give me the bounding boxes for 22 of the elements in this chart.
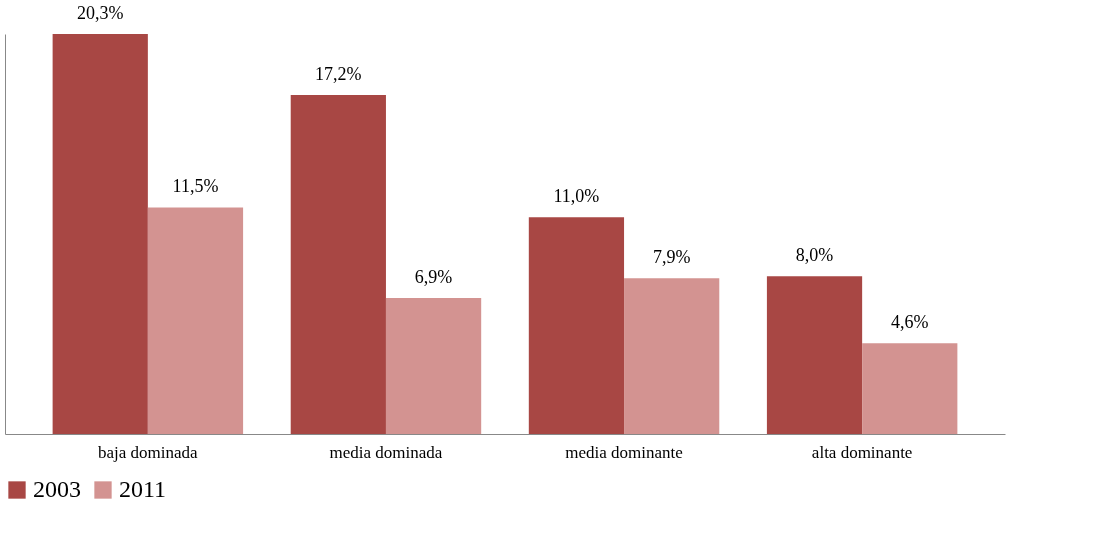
bar xyxy=(52,34,148,434)
data-label: 11,5% xyxy=(172,176,219,197)
x-tick-label: media dominante xyxy=(565,442,683,462)
bar xyxy=(290,95,386,434)
bar xyxy=(862,343,958,434)
data-label: 4,6% xyxy=(891,312,929,333)
x-tick-label: media dominada xyxy=(329,442,443,462)
data-label: 7,9% xyxy=(652,247,691,268)
bar xyxy=(147,207,244,434)
data-label: 11,0% xyxy=(553,186,600,207)
x-tick-label: alta dominante xyxy=(811,442,913,462)
bar xyxy=(385,298,482,434)
legend-label: 2003 xyxy=(33,476,81,502)
bar xyxy=(528,217,625,434)
data-label: 8,0% xyxy=(795,245,834,266)
x-tick-label: baja dominada xyxy=(98,442,199,462)
data-label: 17,2% xyxy=(315,64,362,85)
bar xyxy=(766,276,863,434)
legend-label: 2011 xyxy=(119,476,167,502)
data-label: 20,3% xyxy=(76,3,124,23)
bar xyxy=(624,278,720,434)
data-label: 6,9% xyxy=(414,267,453,288)
